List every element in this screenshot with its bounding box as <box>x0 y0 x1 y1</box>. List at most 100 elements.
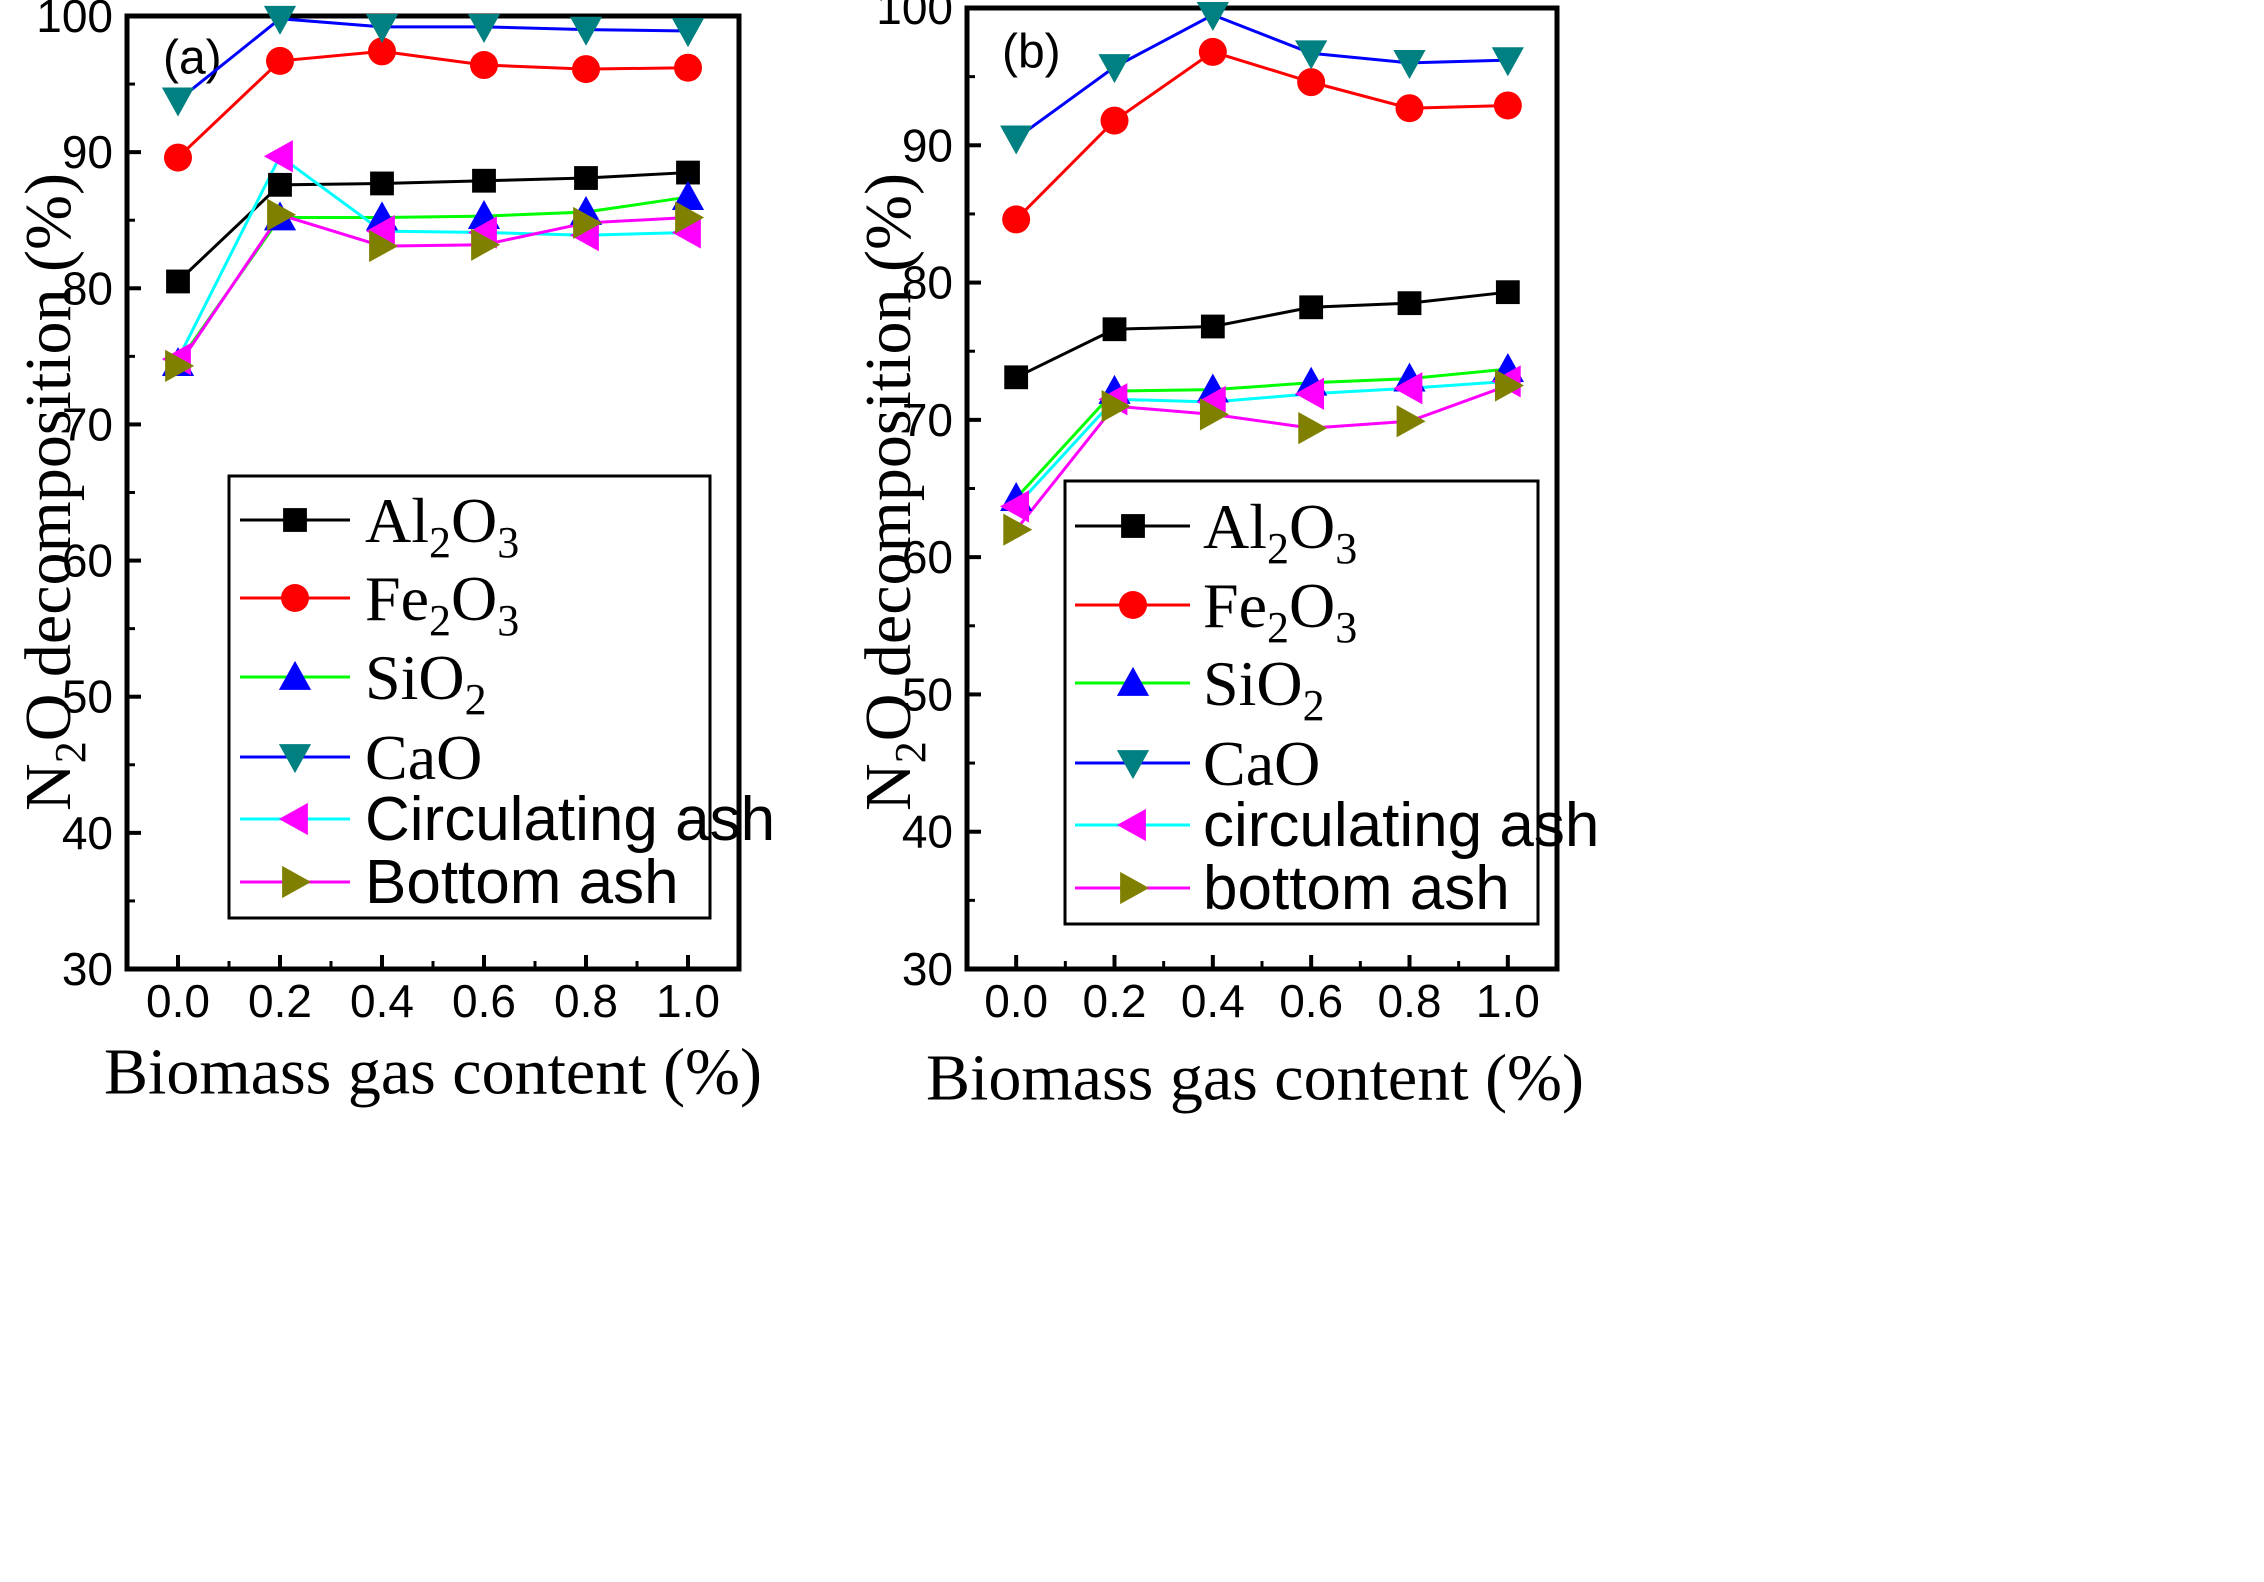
y-tick-label: 40 <box>62 807 113 859</box>
legend-marker-cao <box>1116 750 1150 780</box>
x-tick-label: 0.8 <box>554 975 618 1027</box>
legend-marker-cao <box>278 744 312 774</box>
data-point-fe2o3 <box>470 51 498 80</box>
data-point-cao <box>1098 54 1131 84</box>
data-point-fe2o3 <box>1395 94 1424 123</box>
data-point-al2o3 <box>574 166 598 190</box>
y-tick-label: 50 <box>902 668 953 720</box>
x-tick-label: 0.6 <box>452 975 516 1027</box>
y-axis-label: N2O decomposition (%) <box>12 173 95 811</box>
data-point-al2o3 <box>1200 314 1225 339</box>
x-tick-label: 0.4 <box>1181 975 1245 1027</box>
data-point-al2o3 <box>472 168 496 193</box>
legend-label-circulating-ash: Circulating ash <box>365 785 775 854</box>
series-line-fe2o3 <box>1015 50 1508 221</box>
y-tick-label: 30 <box>902 943 953 995</box>
legend-label-fe2o3: Fe2O3 <box>365 563 519 645</box>
legend-label-sio2: SiO2 <box>365 642 487 724</box>
data-point-circulating-ash <box>1000 490 1030 523</box>
x-tick-label: 0.8 <box>1378 975 1442 1027</box>
y-tick-label: 90 <box>902 119 953 171</box>
data-point-al2o3 <box>166 269 190 294</box>
x-tick-label: 0.0 <box>146 975 210 1027</box>
legend-marker-fe2o3 <box>281 584 309 612</box>
data-point-bottom-ash <box>471 228 501 261</box>
legend-marker-bottom-ash <box>1120 871 1150 905</box>
legend-marker-circulating-ash <box>278 802 308 836</box>
legend-box <box>1063 479 1540 926</box>
legend-marker-sio2 <box>278 660 312 690</box>
x-tick-label: 0.0 <box>984 975 1048 1027</box>
legend-label-cao: CaO <box>365 722 482 793</box>
y-tick-label: 80 <box>902 257 953 309</box>
data-point-fe2o3 <box>164 143 192 172</box>
data-point-bottom-ash <box>1494 369 1524 402</box>
legend-label-fe2o3: Fe2O3 <box>1203 570 1357 652</box>
y-axis-label: N2O decomposition (%) <box>852 173 935 811</box>
legend-box <box>227 474 712 920</box>
series-line-al2o3 <box>176 171 689 283</box>
data-point-bottom-ash <box>369 229 399 263</box>
y-tick-label: 80 <box>62 262 113 314</box>
y-tick-label: 60 <box>902 531 953 583</box>
data-point-cao <box>161 87 195 117</box>
y-tick-label: 70 <box>62 398 113 450</box>
data-point-sio2 <box>671 180 705 210</box>
legend-marker-al2o3 <box>1121 514 1145 538</box>
legend-label-cao: CaO <box>1203 728 1320 799</box>
legend-marker-al2o3 <box>283 508 307 532</box>
chart-panel-a: 30 40 50 60 70 80 90 100 0.0 0.2 0.4 0.6 0.8 1.0 Bioma… <box>12 0 776 1109</box>
data-point-cao <box>1491 47 1524 77</box>
legend-marker-bottom-ash <box>282 865 312 899</box>
data-point-circulating-ash <box>365 215 395 248</box>
x-tick-label: 1.0 <box>656 975 720 1027</box>
data-point-cao <box>1393 50 1426 80</box>
data-point-circulating-ash <box>1393 372 1423 405</box>
legend-label-sio2: SiO2 <box>1203 648 1325 730</box>
data-point-al2o3 <box>268 172 292 197</box>
data-point-fe2o3 <box>674 53 702 82</box>
series-line-fe2o3 <box>176 49 689 159</box>
data-point-fe2o3 <box>1198 37 1227 66</box>
data-point-al2o3 <box>1004 365 1029 390</box>
legend-label-al2o3: Al2O3 <box>365 485 519 567</box>
legend-label-bottom-ash: bottom ash <box>1203 854 1510 923</box>
data-point-bottom-ash <box>165 349 195 382</box>
y-tick-label: 40 <box>902 806 953 858</box>
data-point-bottom-ash <box>675 201 705 234</box>
data-point-bottom-ash <box>1298 411 1328 445</box>
series-line-al2o3 <box>1015 290 1508 379</box>
data-point-circulating-ash <box>671 216 701 249</box>
data-point-cao <box>467 14 501 43</box>
data-point-al2o3 <box>370 171 394 196</box>
data-point-cao <box>569 16 603 46</box>
y-tick-label: 100 <box>876 0 953 34</box>
data-point-al2o3 <box>1299 295 1324 320</box>
legend-marker-sio2 <box>1116 666 1150 696</box>
data-point-fe2o3 <box>1002 205 1031 234</box>
data-point-bottom-ash <box>1396 405 1426 438</box>
x-tick-label: 0.2 <box>1083 975 1147 1027</box>
data-point-circulating-ash <box>1295 377 1325 410</box>
legend-marker-circulating-ash <box>1116 808 1146 842</box>
y-tick-label: 70 <box>902 394 953 446</box>
data-point-cao <box>1000 125 1033 155</box>
data-point-al2o3 <box>1102 317 1127 342</box>
data-point-cao <box>365 14 399 43</box>
chart-panel-b: 30 40 50 60 70 80 90 100 0.0 0.2 0.4 0.6 0.8 1.0 Bioma… <box>852 0 1600 1115</box>
data-point-cao <box>263 5 297 35</box>
data-point-al2o3 <box>676 160 700 185</box>
panel-label: (b) <box>1002 26 1061 79</box>
x-axis-label: Biomass gas content (%) <box>104 1036 762 1109</box>
x-tick-label: 0.2 <box>248 975 312 1027</box>
y-tick-label: 60 <box>62 535 113 587</box>
y-tick-label: 30 <box>62 943 113 995</box>
data-point-fe2o3 <box>1100 106 1129 135</box>
series-line-circulating-ash <box>176 153 689 360</box>
x-tick-label: 1.0 <box>1476 975 1540 1027</box>
data-point-al2o3 <box>1397 291 1422 316</box>
data-point-bottom-ash <box>1101 390 1131 423</box>
legend-label-circulating-ash: circulating ash <box>1203 791 1599 860</box>
y-tick-label: 100 <box>36 0 113 42</box>
